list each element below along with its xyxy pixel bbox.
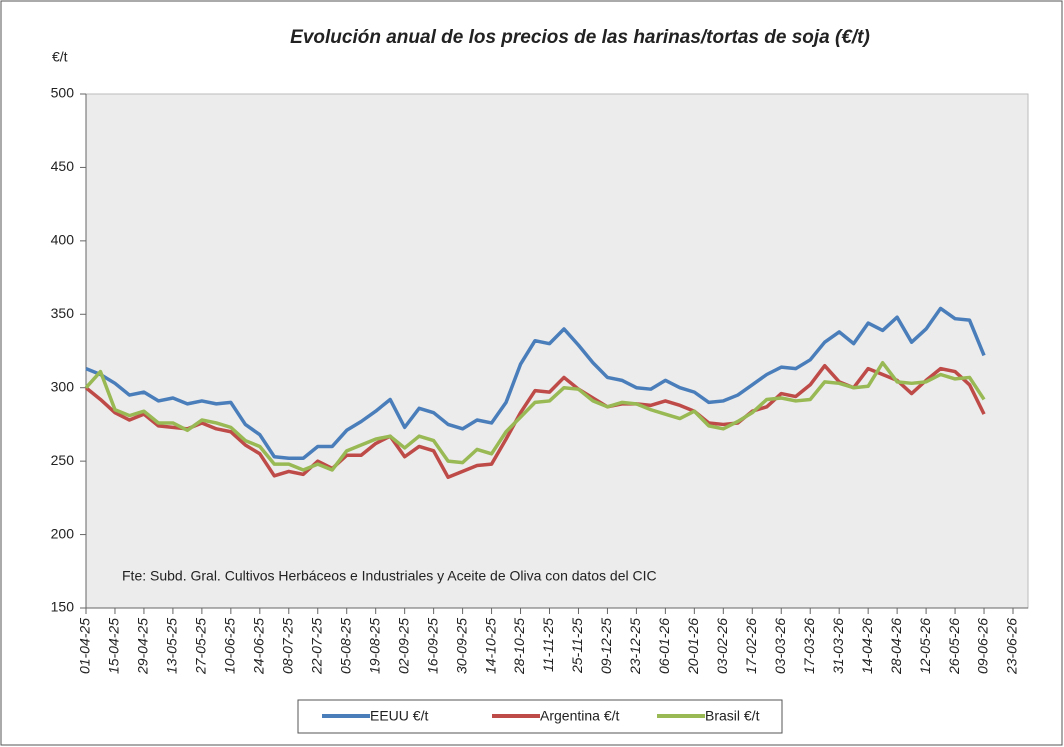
x-tick-label: 08-07-25 (279, 618, 295, 674)
x-tick-label: 05-08-25 (337, 618, 353, 674)
x-tick-label: 01-04-25 (77, 618, 93, 674)
x-tick-label: 06-01-26 (656, 618, 672, 674)
x-tick-label: 10-06-25 (222, 618, 238, 674)
series-line (84, 361, 986, 472)
y-tick-label: 150 (51, 599, 75, 615)
x-tick-label: 02-09-25 (395, 618, 411, 674)
x-tick-label: 29-04-25 (135, 618, 151, 675)
y-tick-label: 400 (51, 232, 75, 248)
x-tick-label: 25-11-25 (569, 618, 585, 674)
x-tick-label: 09-06-26 (975, 618, 991, 674)
y-tick-label: 450 (51, 158, 75, 174)
x-tick-label: 09-12-25 (598, 618, 614, 674)
series-line (84, 363, 986, 480)
legend-label: EEUU €/t (370, 708, 428, 724)
plot-area (85, 93, 1029, 609)
x-tick-label: 17-02-26 (743, 618, 759, 674)
y-tick-label: 500 (51, 85, 75, 101)
x-tick-label: 23-12-25 (627, 618, 643, 675)
y-tick-label: 200 (51, 525, 75, 541)
x-tick-label: 14-04-26 (859, 618, 875, 674)
legend-label: Argentina €/t (540, 708, 619, 724)
x-tick-label: 20-01-26 (685, 618, 701, 675)
chart-title: Evolución anual de los precios de las ha… (290, 27, 870, 48)
x-tick-label: 13-05-25 (164, 618, 180, 674)
x-tick-label: 16-09-25 (424, 618, 440, 674)
series-line (85, 306, 986, 460)
y-tick-label: 250 (51, 452, 75, 468)
x-tick-label: 19-08-25 (366, 618, 382, 674)
x-tick-label: 22-07-25 (308, 618, 324, 675)
x-tick-label: 23-06-26 (1004, 618, 1020, 675)
x-tick-label: 28-04-26 (888, 618, 904, 675)
x-tick-label: 30-09-25 (453, 618, 469, 674)
x-tick-label: 17-03-26 (801, 618, 817, 674)
x-tick-label: 28-10-25 (511, 618, 527, 675)
x-tick-label: 15-04-25 (106, 618, 122, 674)
x-tick-label: 11-11-25 (540, 618, 556, 672)
y-tick-label: 350 (51, 305, 75, 321)
x-tick-label: 24-06-25 (251, 618, 267, 675)
x-tick-label: 27-05-25 (193, 618, 209, 675)
x-tick-label: 31-03-26 (830, 618, 846, 674)
x-tick-label: 12-05-26 (917, 618, 933, 674)
legend-label: Brasil €/t (705, 708, 760, 724)
x-tick-label: 03-02-26 (714, 618, 730, 674)
x-tick-label: 03-03-26 (772, 618, 788, 674)
y-axis-label: €/t (52, 49, 68, 65)
annotation: Fte: Subd. Gral. Cultivos Herbáceos e In… (122, 568, 657, 584)
y-tick-label: 300 (51, 378, 75, 394)
x-tick-label: 14-10-25 (482, 618, 498, 674)
x-tick-label: 26-05-26 (946, 618, 962, 675)
